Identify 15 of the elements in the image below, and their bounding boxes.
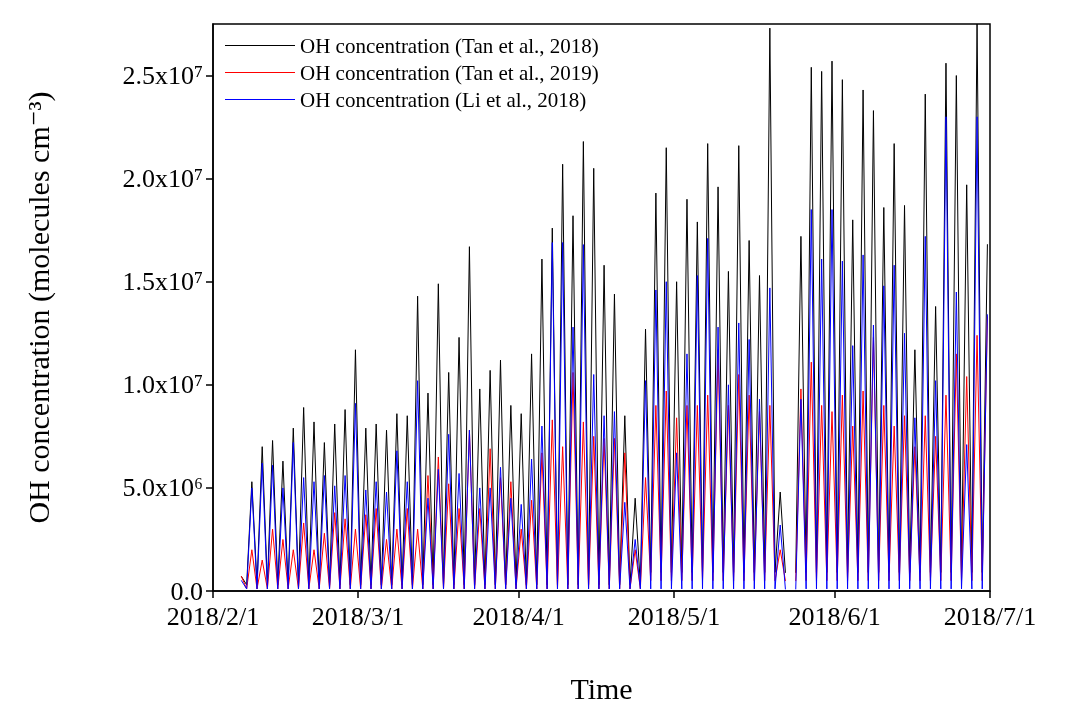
y-tick-label: 1.5x10⁷ (122, 267, 203, 297)
y-tick-label: 2.0x10⁷ (122, 164, 203, 194)
y-axis-title: OH concentration (molecules cm⁻³) (21, 91, 56, 524)
y-tick-label: 1.0x10⁷ (122, 370, 203, 400)
x-tick-label: 2018/3/1 (311, 601, 405, 631)
x-tick-label: 2018/6/1 (788, 601, 881, 631)
x-tick-label: 2018/5/1 (627, 601, 721, 631)
legend-label: OH concentration (Tan et al., 2018) (300, 33, 599, 58)
x-tick-label: 2018/7/1 (943, 601, 1037, 631)
y-tick-label: 2.5x10⁷ (122, 61, 203, 91)
legend-label: OH concentration (Li et al., 2018) (300, 87, 587, 112)
legend-label: OH concentration (Tan et al., 2019) (300, 60, 599, 85)
x-axis-title: Time (570, 671, 633, 705)
x-tick-label: 2018/4/1 (472, 601, 565, 631)
y-tick-label: 5.0x10⁶ (122, 473, 203, 503)
